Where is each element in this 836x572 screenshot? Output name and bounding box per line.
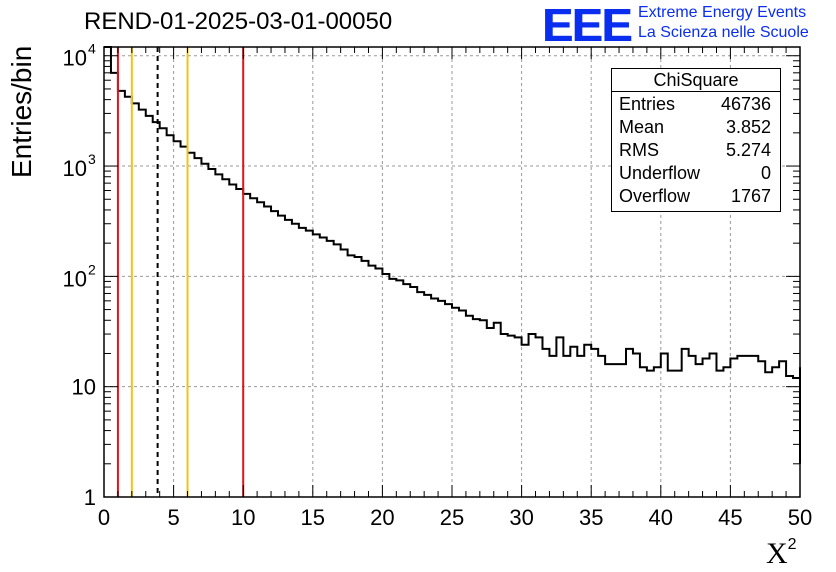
y-tick-label-exponent: 3 xyxy=(88,151,96,167)
x-axis-label: X2 xyxy=(766,536,797,571)
y-tick-label: 10 xyxy=(63,266,87,291)
stats-key: RMS xyxy=(619,140,659,160)
plot-title: REND-01-2025-03-01-00050 xyxy=(84,8,393,35)
stats-value: 5.274 xyxy=(725,140,771,160)
logo-line-1: Extreme Energy Events xyxy=(638,4,807,21)
x-tick-label: 5 xyxy=(167,505,179,530)
x-axis-label-sup: 2 xyxy=(787,536,797,553)
y-tick-label-exponent: 2 xyxy=(88,261,96,277)
y-tick-label: 10 xyxy=(63,156,87,181)
x-tick-label: 30 xyxy=(509,505,533,530)
stats-value: 1767 xyxy=(730,186,771,206)
x-tick-label: 40 xyxy=(649,505,673,530)
stats-value: 46736 xyxy=(720,94,771,114)
eee-logo: EEE xyxy=(542,2,638,48)
y-tick-label-exponent: 4 xyxy=(88,41,96,57)
stats-key: Entries xyxy=(619,94,676,114)
stats-value: 0 xyxy=(760,163,771,183)
x-tick-label: 35 xyxy=(579,505,603,530)
stats-box-divider xyxy=(612,91,780,92)
x-tick-label: 50 xyxy=(788,505,812,530)
x-tick-label: 45 xyxy=(718,505,742,530)
y-tick-label: 10 xyxy=(72,375,96,400)
x-axis-label-main: X xyxy=(766,537,788,570)
x-tick-label: 0 xyxy=(98,505,110,530)
x-tick-label: 15 xyxy=(301,505,325,530)
y-tick-label: 1 xyxy=(84,485,96,510)
x-tick-label: 10 xyxy=(231,505,255,530)
y-tick-label: 10 xyxy=(63,46,87,71)
stats-key: Mean xyxy=(619,117,665,137)
x-tick-label: 20 xyxy=(370,505,394,530)
stats-box: ChiSquare Entries 46736 Mean 3.852 RMS 5… xyxy=(611,68,781,212)
y-axis-label: Entries/bin xyxy=(6,45,37,178)
stats-key: Underflow xyxy=(619,163,701,183)
eee-logo-mark: EEE xyxy=(542,0,632,51)
stats-key: Overflow xyxy=(619,186,691,206)
stats-box-title: ChiSquare xyxy=(653,70,739,90)
x-tick-label: 25 xyxy=(440,505,464,530)
stats-value: 3.852 xyxy=(725,117,771,137)
logo-line-2: La Scienza nelle Scuole xyxy=(638,24,809,41)
